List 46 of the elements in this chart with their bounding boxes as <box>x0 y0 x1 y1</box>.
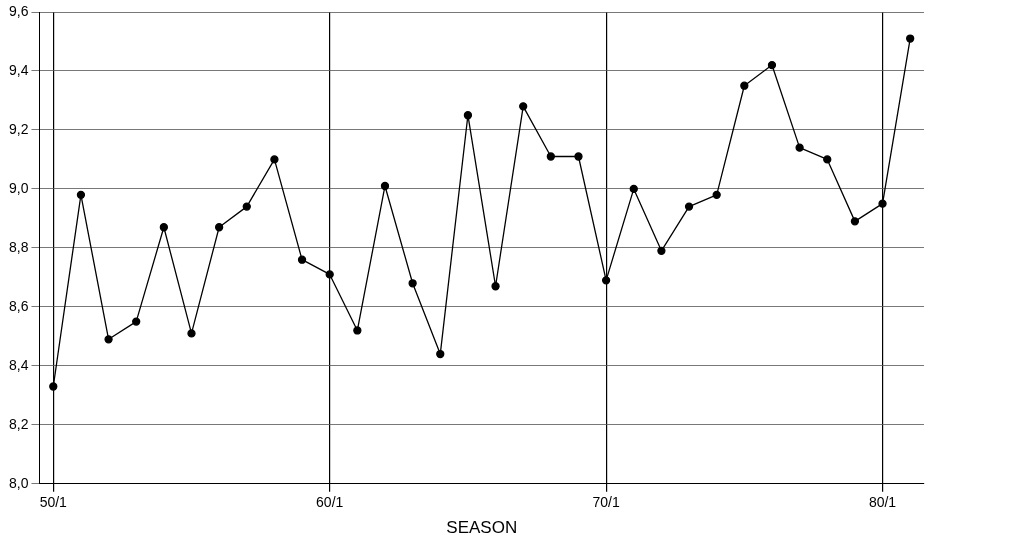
point <box>601 276 611 285</box>
point <box>49 382 58 391</box>
point <box>270 155 279 164</box>
point <box>795 143 804 152</box>
point <box>380 181 390 191</box>
point <box>353 326 362 335</box>
point <box>657 246 666 255</box>
x-tick-label: 50/1 <box>39 494 68 511</box>
point <box>76 190 86 199</box>
point <box>408 279 417 288</box>
point <box>214 223 224 232</box>
point <box>823 155 832 164</box>
point <box>132 317 141 326</box>
point <box>159 223 168 232</box>
point <box>740 81 749 90</box>
y-tick-label: 8,2 <box>8 415 29 432</box>
point <box>767 60 777 70</box>
point <box>629 184 638 194</box>
y-tick-label: 8,8 <box>8 238 29 255</box>
point <box>878 199 887 208</box>
point <box>325 270 334 279</box>
point <box>187 329 196 338</box>
point <box>242 202 251 211</box>
x-tick-label: 70/1 <box>592 494 620 511</box>
y-tick-label: 9,2 <box>8 120 29 137</box>
y-tick-label: 8,6 <box>8 297 29 314</box>
y-tick-label: 9,6 <box>8 2 29 19</box>
point <box>546 152 555 161</box>
y-tick-label: 8,0 <box>8 474 29 491</box>
point <box>491 282 500 291</box>
y-tick-label: 9,0 <box>8 179 29 196</box>
point <box>574 152 583 161</box>
y-tick-label: 9,4 <box>8 61 29 78</box>
x-tick-label: 80/1 <box>868 494 897 511</box>
point <box>297 255 307 264</box>
x-tick-label: 60/1 <box>316 494 344 511</box>
y-tick-label: 8,4 <box>8 356 29 373</box>
point <box>519 102 528 111</box>
x-axis-title: SEASON <box>446 518 518 538</box>
point <box>712 190 721 199</box>
point <box>463 111 473 120</box>
point <box>906 34 915 43</box>
point <box>850 217 860 226</box>
point <box>684 202 694 211</box>
point <box>104 335 113 344</box>
point <box>436 349 445 359</box>
